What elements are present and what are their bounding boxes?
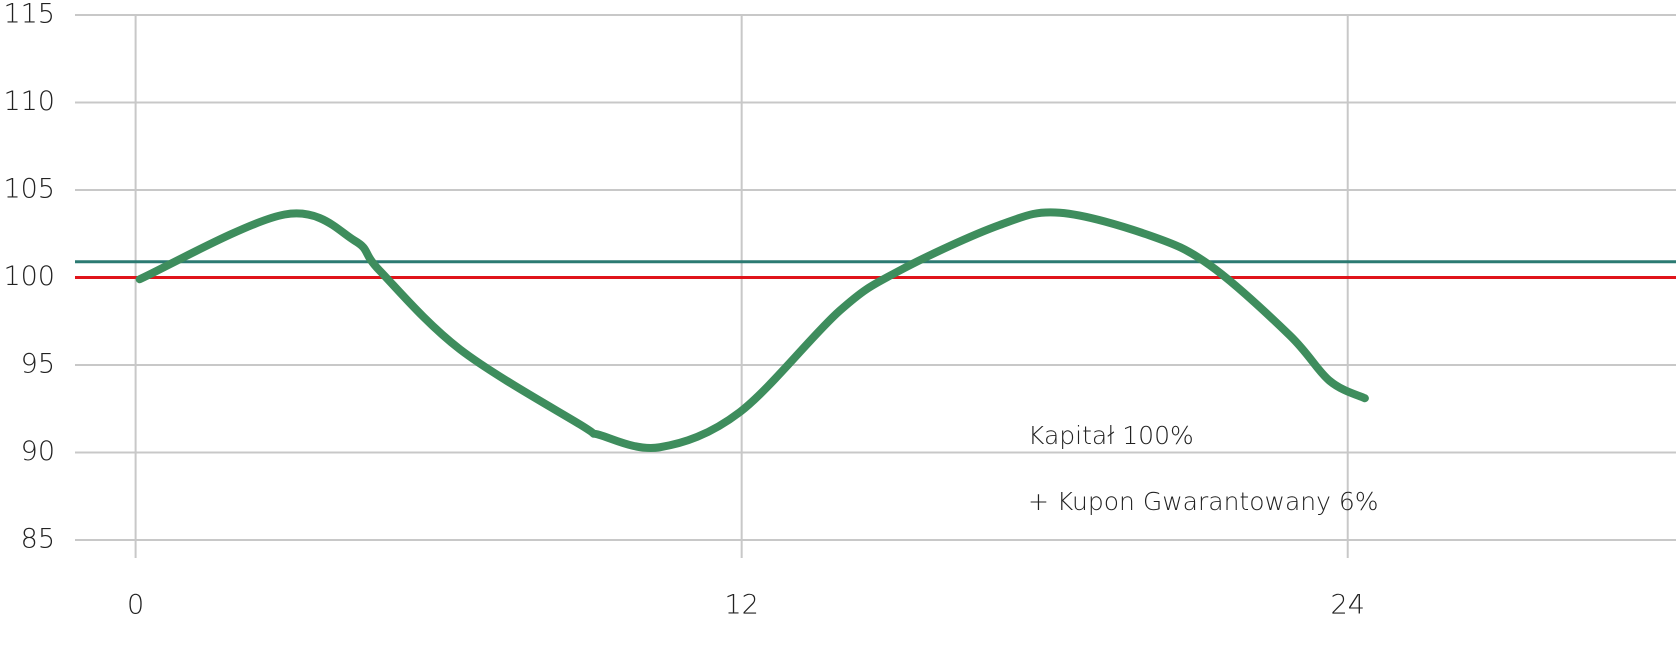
x-tick-label: 0 [127,590,144,621]
line-series [135,208,1369,452]
y-tick-label: 110 [3,86,55,117]
y-tick-label: 100 [3,261,55,292]
x-tick-label: 24 [1331,590,1365,621]
marks [75,208,1676,452]
y-tick-label: 105 [3,174,55,205]
x-tick-label: 12 [724,590,758,621]
annotation-bg [1006,430,1426,520]
annotation: + Kupon Gwarantowany 6% [1028,487,1379,516]
annotation: Kapitał 100% [1028,421,1194,450]
y-tick-label: 85 [21,524,55,555]
y-tick-label: 95 [21,349,55,380]
y-tick-label: 115 [3,0,55,30]
y-tick-label: 90 [21,436,55,467]
